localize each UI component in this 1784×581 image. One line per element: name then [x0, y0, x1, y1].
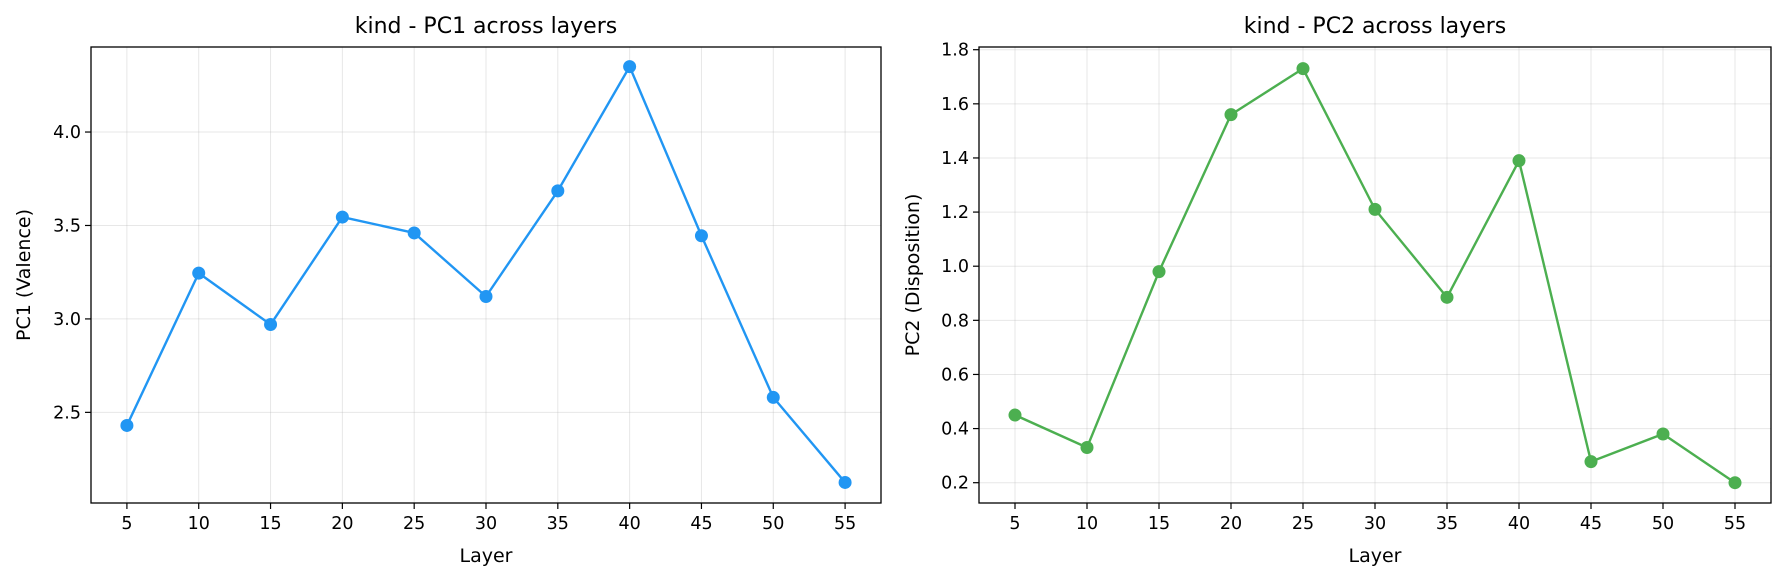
- x-tick-label: 55: [1724, 514, 1746, 534]
- x-tick-label: 15: [259, 514, 281, 534]
- data-point: [120, 418, 134, 432]
- chart-title: kind - PC2 across layers: [1244, 14, 1506, 39]
- x-tick-label: 15: [1148, 514, 1170, 534]
- x-tick-label: 10: [188, 514, 210, 534]
- y-tick-label: 4.0: [53, 123, 81, 143]
- plot-frame: [978, 46, 1772, 504]
- y-axis-ticks: 2.5 3.0 3.5 4.0: [53, 123, 91, 423]
- chart-title: kind - PC1 across layers: [355, 14, 617, 39]
- y-axis-ticks: 0.2 0.4 0.6 0.8 1.0 1.2 1.4 1.6 1.8: [941, 41, 979, 494]
- chart-panel-pc2: kind - PC2 across layers 5 10 15 20 25 30 35 40…: [902, 14, 1772, 567]
- x-tick-label: 50: [762, 514, 784, 534]
- data-point: [1512, 154, 1526, 168]
- x-axis-ticks: 5 10 15 20 25 30 35 40 45 50 55: [121, 503, 856, 534]
- data-point: [838, 475, 852, 489]
- x-tick-label: 30: [1364, 514, 1386, 534]
- x-tick-label: 35: [547, 514, 569, 534]
- data-point: [335, 210, 349, 224]
- chart-panel-pc1: kind - PC1 across layers 5 10 15 20 25 30 35 40…: [13, 14, 882, 567]
- data-point: [1152, 265, 1166, 279]
- y-tick-label: 1.8: [941, 41, 969, 61]
- series-group: [1008, 62, 1742, 490]
- x-tick-label: 40: [1508, 514, 1530, 534]
- data-point: [479, 289, 493, 303]
- x-axis-ticks: 5 10 15 20 25 30 35 40 45 50 55: [1009, 503, 1746, 534]
- y-tick-label: 1.2: [941, 203, 969, 223]
- x-tick-label: 25: [1292, 514, 1314, 534]
- data-point: [1080, 441, 1094, 455]
- grid: [91, 47, 881, 503]
- grid: [979, 47, 1771, 503]
- x-axis-label: Layer: [1349, 545, 1402, 567]
- data-point: [407, 226, 421, 240]
- x-tick-label: 5: [121, 514, 132, 534]
- x-tick-label: 20: [1220, 514, 1242, 534]
- data-point: [192, 266, 206, 280]
- x-tick-label: 55: [834, 514, 856, 534]
- data-point: [1440, 290, 1454, 304]
- x-tick-label: 50: [1652, 514, 1674, 534]
- y-tick-label: 0.2: [941, 474, 969, 494]
- data-point: [1656, 427, 1670, 441]
- y-tick-label: 1.6: [941, 95, 969, 115]
- data-point: [1584, 455, 1598, 469]
- y-tick-label: 3.0: [53, 310, 81, 330]
- data-point: [766, 390, 780, 404]
- x-tick-label: 10: [1076, 514, 1098, 534]
- data-point: [1296, 62, 1310, 76]
- data-point: [694, 229, 708, 243]
- x-tick-label: 35: [1436, 514, 1458, 534]
- series-group: [120, 60, 852, 489]
- data-point: [1728, 476, 1742, 490]
- x-tick-label: 45: [690, 514, 712, 534]
- x-tick-label: 5: [1009, 514, 1020, 534]
- data-point: [1008, 408, 1022, 422]
- x-tick-label: 25: [403, 514, 425, 534]
- data-point: [1224, 108, 1238, 122]
- y-tick-label: 1.0: [941, 257, 969, 277]
- y-tick-label: 2.5: [53, 403, 81, 423]
- data-point: [623, 60, 637, 74]
- y-tick-label: 0.8: [941, 311, 969, 331]
- plot-frame: [90, 46, 882, 504]
- y-axis-label: PC1 (Valence): [13, 209, 35, 341]
- x-tick-label: 40: [618, 514, 640, 534]
- x-tick-label: 30: [475, 514, 497, 534]
- data-point: [1368, 202, 1382, 216]
- x-tick-label: 45: [1580, 514, 1602, 534]
- x-axis-label: Layer: [460, 545, 513, 567]
- data-point: [264, 318, 278, 332]
- y-tick-label: 3.5: [53, 216, 81, 236]
- y-tick-label: 1.4: [941, 149, 969, 169]
- y-axis-label: PC2 (Disposition): [902, 194, 924, 357]
- data-point: [551, 184, 565, 198]
- y-tick-label: 0.6: [941, 365, 969, 385]
- y-tick-label: 0.4: [941, 420, 969, 440]
- x-tick-label: 20: [331, 514, 353, 534]
